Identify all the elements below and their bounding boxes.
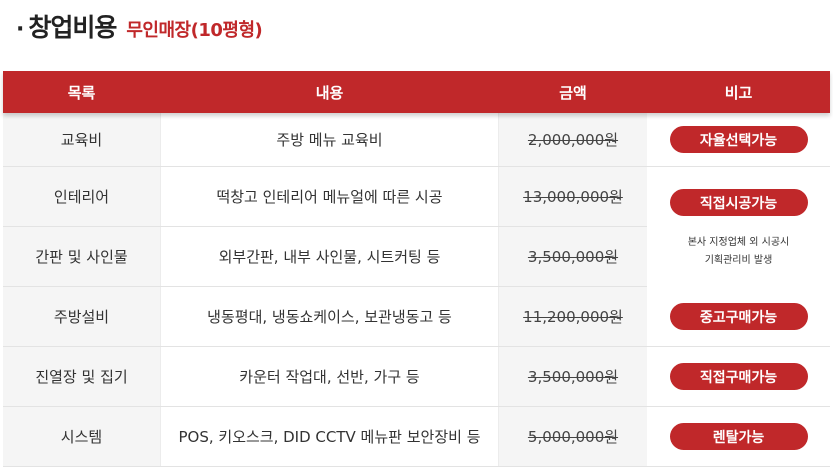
price-value: 3,500,000원 [527,248,619,266]
note-badge: 자율선택가능 [669,126,808,153]
price-cell: 5,000,000원 [499,407,647,466]
content-cell: 외부간판, 내부 사인물, 시트커팅 등 [160,227,499,286]
category-cell: 진열장 및 집기 [3,347,160,406]
category-cell: 교육비 [3,113,160,166]
note-badge: 렌탈가능 [669,423,808,450]
price-cell: 3,500,000원 [499,347,647,406]
note-badge: 중고구매가능 [669,303,808,330]
note-cell: 렌탈가능 [647,407,830,466]
note-text: 본사 지정업체 외 시공시 기획관리비 발생 [688,234,790,270]
price-value: 3,500,000원 [527,368,619,386]
price-value: 5,000,000원 [527,428,619,446]
content-cell: 떡창고 인테리어 메뉴얼에 따른 시공 [160,167,499,226]
price-value: 13,000,000원 [523,188,623,206]
price-value: 11,200,000원 [523,308,623,326]
table-row: 인테리어 떡창고 인테리어 메뉴얼에 따른 시공 13,000,000원 [3,167,830,227]
note-cell: 직접구매가능 [647,347,830,406]
note-cell: 중고구매가능 [647,287,830,346]
table-row: 교육비 주방 메뉴 교육비 2,000,000원 자율선택가능 [3,113,830,167]
merged-note-cell: 직접시공가능 본사 지정업체 외 시공시 기획관리비 발생 [647,167,830,287]
cost-table: 목록 내용 금액 비고 교육비 주방 메뉴 교육비 2,000,000원 자율선… [3,71,830,467]
price-value: 2,000,000원 [527,131,619,149]
page-title: 창업비용 [28,13,117,42]
category-cell: 간판 및 사인물 [3,227,160,286]
content-cell: 주방 메뉴 교육비 [160,113,499,166]
note-line: 본사 지정업체 외 시공시 [687,237,790,248]
section-title: · 창업비용 무인매장(10평형) [16,8,263,48]
note-line: 기획관리비 발생 [704,255,773,266]
table-row: 진열장 및 집기 카운터 작업대, 선반, 가구 등 3,500,000원 직접… [3,347,830,407]
bullet: · [16,17,25,42]
column-header-note: 비고 [724,83,753,102]
content-cell: 카운터 작업대, 선반, 가구 등 [160,347,499,406]
content-cell: 냉동평대, 냉동쇼케이스, 보관냉동고 등 [160,287,499,346]
table-row: 간판 및 사인물 외부간판, 내부 사인물, 시트커팅 등 3,500,000원 [3,227,830,287]
price-cell: 11,200,000원 [499,287,647,346]
page-subtitle: 무인매장(10평형) [126,20,263,41]
table-row: 시스템 POS, 키오스크, DID CCTV 메뉴판 보안장비 등 5,000… [3,407,830,467]
note-cell: 자율선택가능 [647,113,830,166]
column-header-category: 목록 [67,83,96,102]
note-badge: 직접시공가능 [669,189,808,216]
price-cell: 3,500,000원 [499,227,647,286]
content-cell: POS, 키오스크, DID CCTV 메뉴판 보안장비 등 [160,407,499,466]
price-cell: 13,000,000원 [499,167,647,226]
category-cell: 인테리어 [3,167,160,226]
category-cell: 시스템 [3,407,160,466]
price-cell: 2,000,000원 [499,113,647,166]
column-header-price: 금액 [559,83,587,102]
table-row: 주방설비 냉동평대, 냉동쇼케이스, 보관냉동고 등 11,200,000원 중… [3,287,830,347]
table-body: 교육비 주방 메뉴 교육비 2,000,000원 자율선택가능 인테리어 떡창고… [3,113,830,467]
note-badge: 직접구매가능 [669,363,808,390]
column-header-content: 내용 [315,83,344,102]
category-cell: 주방설비 [3,287,160,346]
table-header: 목록 내용 금액 비고 [3,71,830,113]
